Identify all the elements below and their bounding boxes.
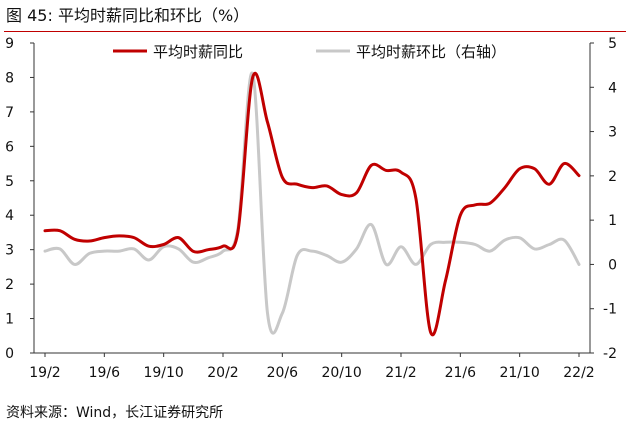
series-line-yoy [43, 71, 581, 337]
figure-label: 图 45: [6, 6, 53, 25]
x-tick-label: 19/2 [29, 365, 60, 381]
left-y-tick-label: 6 [5, 139, 14, 155]
right-y-tick-label: 0 [608, 257, 617, 273]
figure-title-row: 图 45: 平均时薪同比和环比（%） [6, 3, 249, 31]
right-y-tick-label: -1 [603, 302, 617, 318]
legend-item-mom-label: 平均时薪环比（右轴） [356, 43, 506, 61]
x-tick-label: 20/10 [321, 365, 361, 381]
right-y-tick-label: 4 [608, 80, 617, 96]
left-y-tick-label: 3 [5, 243, 14, 259]
x-tick-label: 19/6 [89, 365, 121, 381]
x-tick-label: 21/6 [445, 365, 477, 381]
x-tick-label: 20/2 [207, 365, 238, 381]
legend-item-yoy-label: 平均时薪同比 [153, 43, 243, 61]
right-y-tick-label: 5 [608, 36, 617, 52]
right-y-tick-label: 3 [608, 125, 617, 141]
left-y-tick-label: 7 [5, 105, 14, 121]
right-y-tick-label: -2 [603, 346, 617, 362]
x-tick-label: 21/2 [385, 365, 416, 381]
left-y-tick-label: 0 [5, 346, 14, 362]
left-y-tick-label: 1 [5, 312, 14, 328]
left-y-tick-label: 9 [5, 36, 14, 52]
series-line-mom [43, 71, 581, 335]
left-y-tick-label: 4 [5, 208, 14, 224]
x-tick-label: 21/10 [499, 365, 539, 381]
left-y-tick-label: 5 [5, 174, 14, 190]
x-tick-label: 19/10 [143, 365, 183, 381]
right-y-tick-label: 1 [608, 213, 617, 229]
right-y-tick-label: 2 [608, 169, 617, 185]
x-tick-label: 20/6 [267, 365, 299, 381]
title-divider [4, 31, 626, 32]
source-note: 资料来源：Wind，长江证券研究所 [6, 405, 224, 421]
left-y-tick-label: 8 [5, 70, 14, 86]
x-tick-label: 22/2 [563, 365, 594, 381]
left-y-tick-label: 2 [5, 277, 14, 293]
figure-title: 平均时薪同比和环比（%） [57, 6, 250, 25]
